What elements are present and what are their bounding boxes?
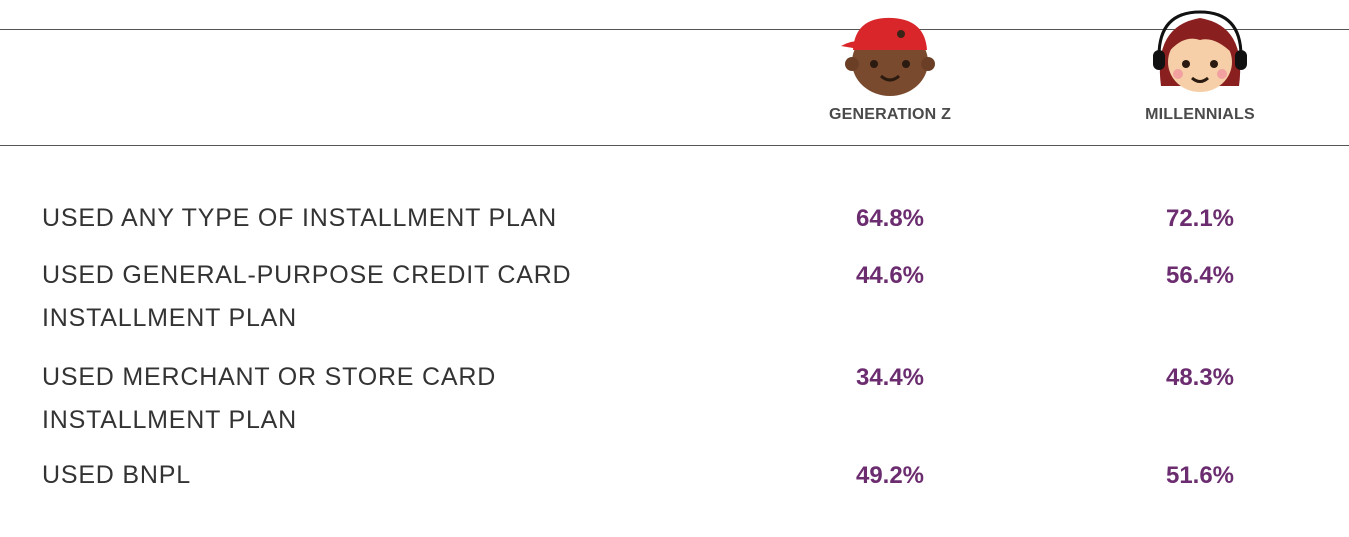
page: GENERATION Z MILLENNIALS USED ANY TYPE OF … — [0, 0, 1349, 537]
millennials-avatar — [1145, 6, 1255, 96]
gen-z-avatar — [835, 6, 945, 96]
column-header: GENERATION Z — [780, 106, 1000, 124]
percent-value: 44.6% — [790, 254, 990, 297]
percent-value: 72.1% — [1100, 197, 1300, 240]
row-label: USED ANY TYPE OF INSTALLMENT PLAN — [42, 197, 682, 240]
percent-value: 56.4% — [1100, 254, 1300, 297]
percent-value: 34.4% — [790, 356, 990, 399]
header-rule — [0, 145, 1349, 146]
row-label: USED GENERAL-PURPOSE CREDIT CARD INSTALL… — [42, 254, 682, 340]
percent-value: 48.3% — [1100, 356, 1300, 399]
column-header: MILLENNIALS — [1090, 106, 1310, 124]
percent-value: 49.2% — [790, 454, 990, 497]
row-label: USED MERCHANT OR STORE CARD INSTALLMENT … — [42, 356, 682, 442]
percent-value: 51.6% — [1100, 454, 1300, 497]
percent-value: 64.8% — [790, 197, 990, 240]
row-label: USED BNPL — [42, 454, 682, 497]
